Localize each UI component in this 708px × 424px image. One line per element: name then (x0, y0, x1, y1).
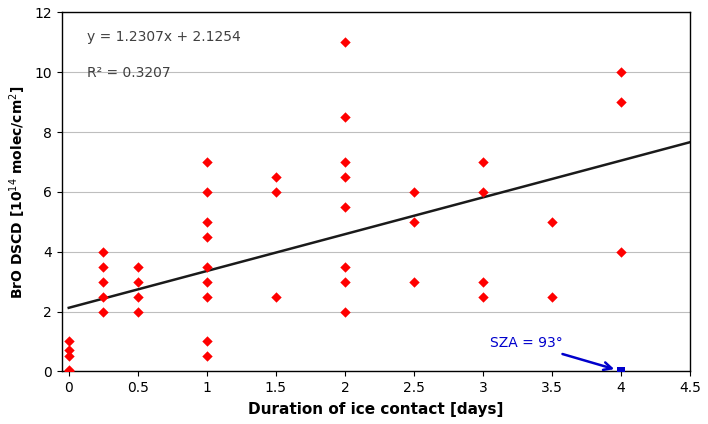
Point (63, 347, 74, 354)
Point (98, 293, 109, 300)
Point (615, 368, 627, 375)
Point (339, 263, 350, 270)
Point (547, 218, 558, 225)
Point (547, 293, 558, 300)
Point (201, 233, 212, 240)
Point (201, 189, 212, 195)
Point (339, 173, 350, 180)
Point (201, 293, 212, 300)
Point (132, 278, 144, 285)
Point (409, 278, 420, 285)
Point (132, 293, 144, 300)
Point (339, 308, 350, 315)
Point (98, 248, 109, 255)
X-axis label: Duration of ice contact [days]: Duration of ice contact [days] (249, 402, 503, 417)
Point (98, 278, 109, 285)
Point (477, 293, 489, 300)
Y-axis label: BrO DSCD [10$^{14}$ molec/cm$^2$]: BrO DSCD [10$^{14}$ molec/cm$^2$] (7, 85, 28, 298)
Point (63, 353, 74, 360)
Point (201, 159, 212, 165)
Text: y = 1.2307x + 2.1254: y = 1.2307x + 2.1254 (87, 31, 241, 45)
Text: SZA = 93°: SZA = 93° (490, 337, 612, 370)
Point (477, 159, 489, 165)
Point (339, 114, 350, 120)
Point (615, 69, 627, 75)
Point (270, 173, 282, 180)
Point (201, 263, 212, 270)
Point (201, 278, 212, 285)
Point (201, 338, 212, 345)
Point (270, 189, 282, 195)
Point (63, 368, 74, 375)
Point (201, 218, 212, 225)
Point (339, 278, 350, 285)
Point (201, 353, 212, 360)
Point (270, 293, 282, 300)
Point (409, 218, 420, 225)
Point (98, 263, 109, 270)
Point (615, 99, 627, 106)
Point (339, 204, 350, 210)
Text: R² = 0.3207: R² = 0.3207 (87, 66, 171, 80)
Point (477, 189, 489, 195)
Point (409, 189, 420, 195)
Point (477, 278, 489, 285)
Point (63, 366, 74, 373)
Point (132, 263, 144, 270)
Point (339, 159, 350, 165)
Point (615, 248, 627, 255)
Point (132, 308, 144, 315)
Point (339, 39, 350, 46)
Point (63, 338, 74, 345)
Point (98, 308, 109, 315)
